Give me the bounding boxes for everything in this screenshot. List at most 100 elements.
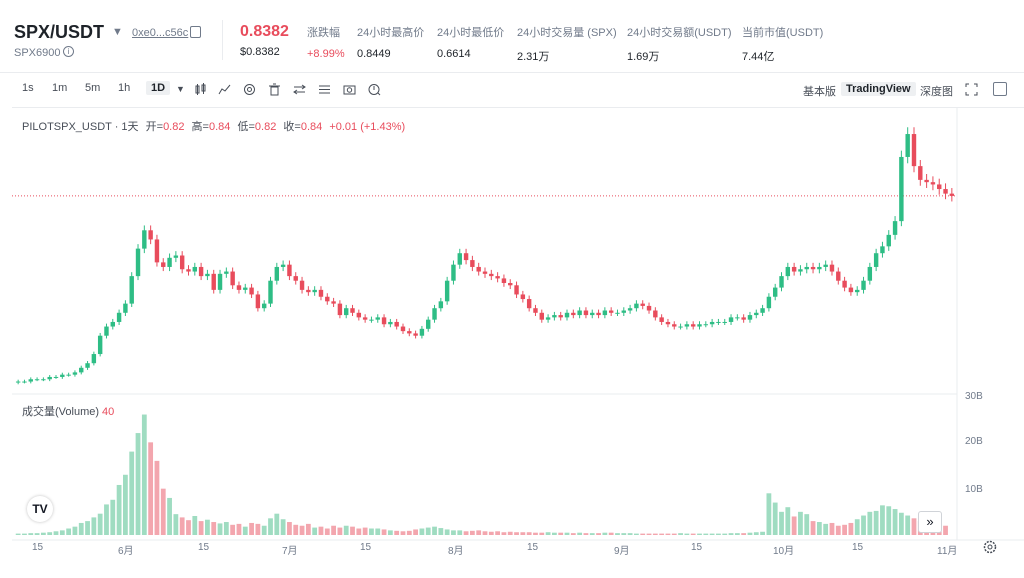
stat-change: 涨跌幅 +8.99%: [307, 24, 345, 60]
volume-bar: [469, 530, 475, 535]
volume-bar: [507, 531, 513, 535]
volume-bar: [495, 531, 501, 535]
volume-bar: [186, 520, 191, 535]
volume-bar: [312, 527, 318, 535]
stat-value: 7.44亿: [742, 51, 775, 63]
candle-body: [760, 308, 765, 313]
volume-bar: [533, 532, 538, 535]
candlestick-chart[interactable]: [12, 108, 1024, 573]
candle-body: [116, 312, 122, 322]
candle-body: [476, 266, 481, 272]
interval-1s[interactable]: 1s: [22, 82, 34, 94]
candle-body: [413, 333, 418, 336]
scroll-to-latest-button[interactable]: »: [918, 511, 942, 533]
volume-bar: [318, 526, 324, 535]
volume-bar: [413, 529, 419, 535]
alert-icon[interactable]: [368, 83, 381, 96]
volume-bar: [129, 451, 135, 535]
candle-body: [615, 312, 620, 314]
candle-body: [646, 305, 652, 311]
candle-body: [508, 283, 513, 286]
candle-body: [899, 156, 904, 222]
interval-5m[interactable]: 5m: [85, 82, 101, 94]
volume-bar: [356, 528, 362, 535]
tradingview-logo[interactable]: TV: [27, 496, 53, 522]
volume-bar: [854, 519, 860, 535]
volume-bar: [760, 531, 765, 535]
copy-icon[interactable]: [190, 26, 201, 38]
x-axis-tick: 15: [32, 542, 44, 553]
compare-icon[interactable]: [293, 83, 306, 96]
candle-body: [747, 315, 753, 320]
interval-1d[interactable]: 1D: [146, 81, 171, 95]
candle-body: [299, 280, 305, 290]
candle-body: [154, 239, 160, 263]
volume-bar: [596, 533, 601, 535]
volume-bar: [615, 533, 620, 535]
candle-type-icon[interactable]: [194, 83, 207, 96]
candle-body: [690, 324, 696, 327]
candle-body: [571, 312, 576, 316]
candle-body: [596, 312, 601, 316]
stat-low: 24小时最低价 0.6614: [437, 24, 504, 60]
volume-bar: [173, 514, 179, 535]
candle-body: [268, 280, 273, 304]
interval-1h[interactable]: 1h: [118, 82, 131, 94]
candle-body: [785, 266, 791, 277]
candle-body: [754, 312, 759, 316]
gear-icon[interactable]: [983, 540, 997, 554]
volume-bar: [324, 528, 330, 535]
view-tab-depth[interactable]: 深度图: [920, 86, 953, 98]
candle-body: [590, 312, 595, 316]
volume-bar: [722, 533, 728, 535]
candle-body: [91, 354, 97, 364]
view-tab-basic[interactable]: 基本版: [803, 86, 836, 98]
info-icon[interactable]: i: [63, 46, 74, 57]
volume-bar: [526, 532, 532, 535]
volume-bar: [621, 533, 627, 535]
volume-axis-tick: 10B: [965, 484, 983, 495]
volume-bar: [337, 527, 343, 535]
volume-bar: [444, 529, 450, 535]
volume-bar: [564, 532, 570, 535]
contract-address-link[interactable]: 0xe0...c56c: [132, 27, 189, 39]
pair-dropdown-icon[interactable]: ▼: [112, 26, 123, 38]
volume-bar: [400, 531, 406, 535]
settings-list-icon[interactable]: [318, 83, 331, 96]
interval-1m[interactable]: 1m: [52, 82, 68, 94]
stat-value: 0.6614: [437, 48, 471, 60]
indicators-icon[interactable]: [218, 83, 231, 96]
fullscreen-icon[interactable]: [965, 83, 978, 96]
volume-bar: [627, 533, 633, 535]
x-axis-tick: 15: [198, 542, 210, 553]
visibility-icon[interactable]: [243, 83, 256, 96]
pair-title[interactable]: SPX/USDT: [14, 22, 105, 42]
candle-body: [148, 230, 153, 240]
candle-body: [627, 308, 633, 311]
volume-bar: [293, 524, 299, 535]
stat-volume: 24小时交易量 (SPX) 2.31万: [517, 24, 617, 64]
x-axis-tick: 9月: [614, 546, 630, 557]
market-header: SPX/USDT ▼ 0xe0...c56c SPX6900 i 0.8382 …: [0, 0, 1024, 73]
candle-body: [325, 296, 330, 302]
candle-body: [892, 221, 898, 235]
volume-bar: [671, 533, 677, 535]
candle-body: [810, 266, 816, 270]
volume-bar: [331, 525, 336, 535]
candle-body: [602, 310, 608, 316]
layout-checkbox[interactable]: [993, 82, 1007, 96]
view-tab-tradingview[interactable]: TradingView: [841, 82, 916, 96]
candle-body: [798, 269, 803, 272]
volume-bar: [905, 515, 911, 535]
candle-body: [703, 324, 709, 326]
candle-body: [28, 379, 33, 382]
trash-icon[interactable]: [268, 83, 281, 96]
candle-body: [110, 321, 115, 327]
candle-body: [716, 321, 721, 323]
camera-icon[interactable]: [343, 83, 356, 96]
volume-bar: [779, 511, 784, 535]
chart-area[interactable]: [12, 107, 1024, 573]
interval-dropdown-icon[interactable]: ▼: [176, 84, 185, 94]
volume-bar: [97, 513, 103, 535]
legend-low-label: 低=: [237, 121, 255, 133]
